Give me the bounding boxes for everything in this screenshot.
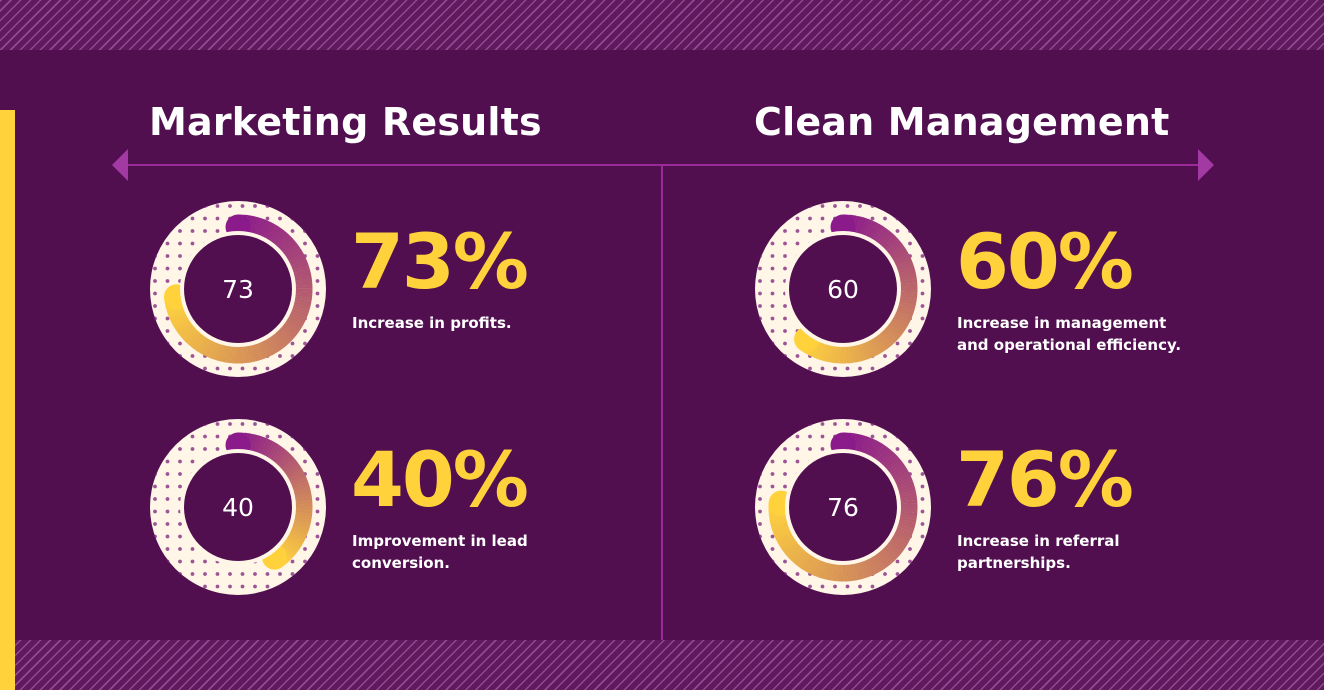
bottom-stripe-band bbox=[0, 640, 1324, 690]
donut-center-value: 40 bbox=[222, 493, 254, 522]
left-accent-bar bbox=[0, 110, 15, 690]
donut-hole bbox=[184, 235, 292, 343]
donut-center-value: 73 bbox=[222, 275, 254, 304]
donut-progress-arc bbox=[768, 432, 918, 582]
donut-hole bbox=[184, 453, 292, 561]
stat-percentage: 60% bbox=[956, 217, 1134, 306]
stat-description: Increase in management and operational e… bbox=[957, 314, 1182, 354]
section-title-marketing-results: Marketing Results bbox=[149, 100, 542, 144]
stat-percentage: 76% bbox=[956, 435, 1134, 524]
donut-chart: 73 bbox=[150, 201, 326, 377]
donut-progress-arc bbox=[163, 214, 313, 364]
arrow-left-icon bbox=[112, 149, 128, 181]
top-stripe-band bbox=[0, 0, 1324, 50]
donut-center-value: 60 bbox=[827, 275, 859, 304]
stat-tile: 60 60% Increase in management and operat… bbox=[754, 200, 1294, 380]
section-title-clean-management: Clean Management bbox=[754, 100, 1170, 144]
donut-chart: 76 bbox=[755, 419, 931, 595]
stat-percentage: 73% bbox=[351, 217, 529, 306]
stat-description: Increase in referral partnerships. bbox=[957, 532, 1120, 572]
donut-progress-arc bbox=[794, 214, 918, 364]
donut-chart: 60 bbox=[755, 201, 931, 377]
donut-hole bbox=[789, 453, 897, 561]
stat-description: Increase in profits. bbox=[352, 314, 512, 332]
donut-progress-arc bbox=[225, 432, 313, 570]
donut-chart: 40 bbox=[150, 419, 326, 595]
stat-tile: 76 76% Increase in referral partnerships… bbox=[754, 418, 1294, 598]
stat-tile: 73 73% Increase in profits. bbox=[149, 200, 689, 380]
stat-description: Improvement in lead conversion. bbox=[352, 532, 528, 572]
donut-center-value: 76 bbox=[827, 493, 859, 522]
stat-tile: 40 40% Improvement in lead conversion. bbox=[149, 418, 689, 598]
donut-hole bbox=[789, 235, 897, 343]
arrow-right-icon bbox=[1198, 149, 1214, 181]
stat-percentage: 40% bbox=[351, 435, 529, 524]
